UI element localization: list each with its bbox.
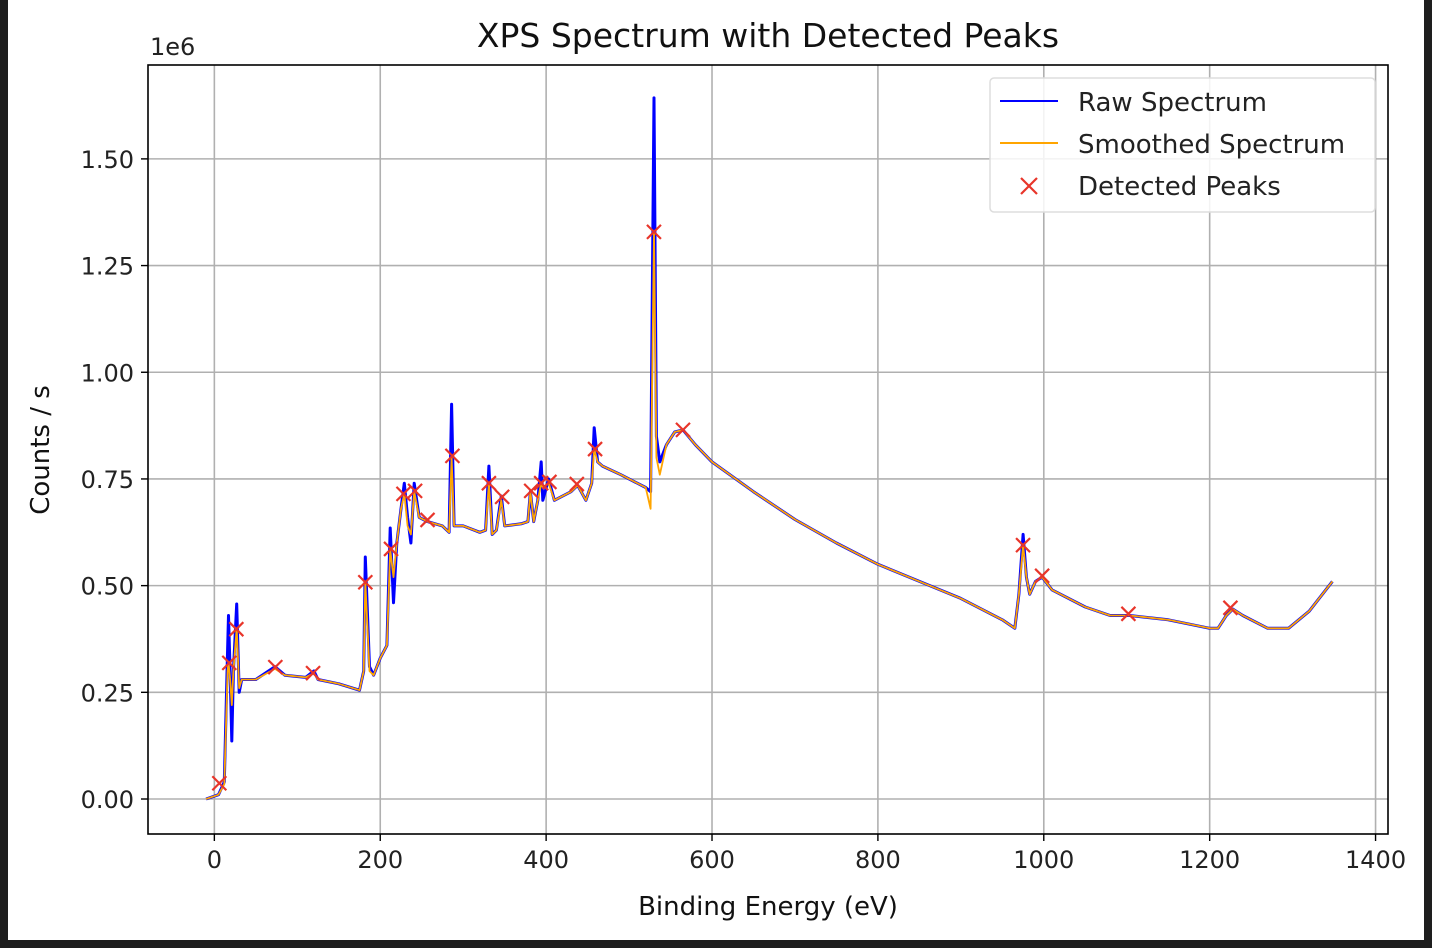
peak-marker-stroke — [267, 659, 284, 675]
x-tick-label: 200 — [357, 846, 403, 874]
peak-marker-stroke — [1120, 606, 1137, 622]
peak-marker — [267, 659, 284, 675]
x-tick-label: 400 — [523, 846, 569, 874]
peak-marker-stroke — [569, 476, 585, 492]
y-tick-label: 1.00 — [81, 359, 134, 387]
peak-marker — [357, 574, 374, 590]
legend: Raw Spectrum Smoothed Spectrum Detected … — [989, 77, 1376, 213]
peak-markers — [211, 224, 1239, 791]
peak-marker — [675, 422, 691, 438]
series-lines — [205, 96, 1334, 801]
peak-marker — [1120, 606, 1137, 622]
peak-marker-stroke — [419, 512, 436, 528]
chart-title: XPS Spectrum with Detected Peaks — [477, 16, 1059, 55]
peak-marker — [494, 489, 510, 505]
peak-marker-stroke — [1222, 600, 1239, 616]
y-offset-label: 1e6 — [150, 33, 195, 61]
peak-marker-stroke — [221, 655, 238, 671]
peak-marker-stroke — [587, 441, 603, 457]
peak-marker-stroke — [383, 541, 399, 557]
y-axis-label: Counts / s — [26, 385, 56, 515]
peak-marker — [587, 441, 603, 457]
peak-marker — [211, 775, 228, 791]
peak-marker-stroke — [395, 486, 412, 502]
peak-marker-stroke — [407, 483, 423, 499]
y-tick-label: 1.50 — [81, 146, 134, 174]
x-tick-label: 1400 — [1345, 846, 1406, 874]
peak-marker — [395, 486, 412, 502]
y-tick-label: 0.25 — [81, 679, 134, 707]
y-tick-label: 0.75 — [81, 466, 134, 494]
peak-marker — [444, 448, 461, 464]
x-tick-label: 800 — [855, 846, 901, 874]
peak-marker-stroke — [1015, 537, 1031, 553]
y-tick-label: 1.25 — [81, 253, 134, 281]
peak-marker — [383, 541, 399, 557]
legend-peaks-label: Detected Peaks — [1078, 172, 1281, 202]
peak-marker — [419, 512, 436, 528]
x-tick-label: 0 — [207, 846, 222, 874]
legend-box — [989, 77, 1376, 213]
peak-marker — [523, 483, 539, 499]
y-tick-label: 0.00 — [81, 786, 134, 814]
peak-marker — [1015, 537, 1031, 553]
peak-marker — [541, 474, 558, 490]
peak-marker — [569, 476, 585, 492]
peak-marker — [407, 483, 423, 499]
x-tick-label: 600 — [689, 846, 735, 874]
peak-marker — [305, 665, 321, 681]
peak-marker — [221, 655, 238, 671]
peak-marker-stroke — [1034, 568, 1050, 584]
axis-ticks: 0 200 400 600 800 1000 1200 1400 0.00 0.25 0.50 0.7… — [81, 146, 1407, 874]
peak-marker-stroke — [675, 422, 691, 438]
plot-frame — [147, 64, 1389, 835]
peak-marker-stroke — [494, 489, 510, 505]
x-tick-label: 1000 — [1013, 846, 1074, 874]
x-axis-label: Binding Energy (eV) — [638, 892, 898, 922]
peak-marker-stroke — [646, 224, 662, 240]
x-tick-label: 1200 — [1179, 846, 1240, 874]
legend-peaks-marker — [1020, 177, 1038, 195]
smoothed-spectrum-line — [205, 230, 1334, 800]
peak-marker-stroke — [541, 474, 558, 490]
peak-marker-stroke — [228, 621, 245, 637]
peak-marker — [228, 621, 245, 637]
peak-marker-stroke — [481, 475, 497, 491]
peak-marker-stroke — [523, 483, 539, 499]
y-tick-label: 0.50 — [81, 573, 134, 601]
peak-marker-stroke — [357, 574, 374, 590]
peak-marker-stroke — [305, 665, 321, 681]
peak-marker-stroke — [444, 448, 461, 464]
peak-marker — [1034, 568, 1050, 584]
peak-marker-stroke — [211, 775, 228, 791]
peak-marker — [646, 224, 662, 240]
peak-marker — [1222, 600, 1239, 616]
legend-smoothed-label: Smoothed Spectrum — [1078, 130, 1345, 160]
legend-raw-label: Raw Spectrum — [1078, 88, 1267, 118]
peak-marker — [481, 475, 497, 491]
